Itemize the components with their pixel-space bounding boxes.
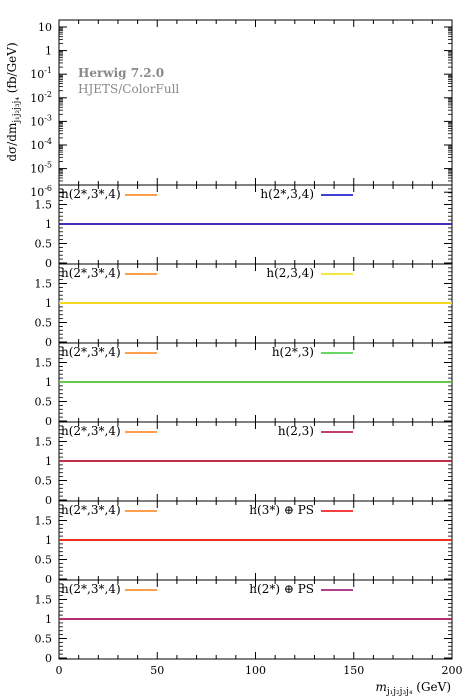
reference-legend-label: h(2*,3*,4) — [61, 266, 121, 280]
main-panel-y-tick-label: 10-3 — [30, 113, 52, 128]
reference-legend-label: h(2*,3*,4) — [61, 503, 121, 517]
ratio-panel-y-tick-label: 1.5 — [35, 199, 53, 212]
ratio-panel: 0 0.5 1 1.5 h(2*,3*,4) h(2,3,4) — [35, 263, 453, 349]
comparison-legend-label: h(3*) ⊕ PS — [249, 503, 314, 517]
ratio-panel-y-tick-label: 1 — [45, 297, 52, 310]
ratio-panel-y-tick-label: 1 — [45, 455, 52, 468]
main-panel-y-axis-title: dσ/dmj₁j₂j₃j₄ (fb/GeV) — [5, 42, 22, 161]
analysis-label: HJETS/ColorFull — [78, 82, 179, 96]
main-panel-y-ticks: 10 1 10-1 10-2 10-3 10-4 10-5 10-6 — [30, 20, 453, 199]
ratio-panel-y-tick-label: 1.5 — [35, 357, 53, 370]
main-panel-y-tick-label: 10-2 — [30, 90, 52, 105]
ratio-panel-y-tick-label: 1.5 — [35, 594, 53, 607]
ratio-panel-y-tick-label: 1.5 — [35, 278, 53, 291]
main-panel-y-tick-label: 1 — [45, 45, 52, 58]
x-axis-tick-label: 200 — [442, 664, 463, 677]
x-axis-title: mj₁j₂j₃j₄ (GeV) — [375, 680, 451, 697]
ratio-panel-y-tick-label: 0 — [45, 336, 52, 349]
ratio-panel-y-tick-label: 0.5 — [35, 475, 53, 488]
main-panel-frame — [58, 19, 453, 186]
main-panel-y-tick-label: 10-4 — [30, 137, 52, 152]
ratio-panel-y-tick-label: 0.5 — [35, 317, 53, 330]
ratio-panel: 0 0.5 1 1.5 h(2*,3*,4) h(2*) ⊕ PS — [35, 579, 453, 665]
ratio-panel-y-tick-label: 0.5 — [35, 238, 53, 251]
ratio-panel-y-tick-label: 0 — [45, 494, 52, 507]
ratio-panel: 0 0.5 1 1.5 h(2*,3*,4) h(2*,3,4) — [35, 184, 453, 270]
main-panel-y-tick-label: 10-6 — [30, 184, 52, 199]
x-axis-tick-label: 150 — [343, 664, 364, 677]
x-axis-tick-label: 50 — [150, 664, 164, 677]
ratio-panel: 0 0.5 1 1.5 h(2*,3*,4) h(2*,3) — [35, 342, 453, 428]
reference-legend-label: h(2*,3*,4) — [61, 187, 121, 201]
x-axis-tick-label: 0 — [56, 664, 63, 677]
ratio-panel-y-tick-label: 1.5 — [35, 436, 53, 449]
ratio-panel: 0 0.5 1 1.5 h(2*,3*,4) h(2,3) — [35, 421, 453, 507]
comparison-legend-label: h(2,3,4) — [266, 266, 314, 280]
generator-label: Herwig 7.2.0 — [78, 66, 164, 80]
ratio-panel-y-tick-label: 1 — [45, 376, 52, 389]
reference-legend-label: h(2*,3*,4) — [61, 582, 121, 596]
ratio-panel-y-tick-label: 1.5 — [35, 515, 53, 528]
main-panel-y-tick-label: 10 — [38, 21, 52, 34]
ratio-panel-y-tick-label: 0 — [45, 652, 52, 665]
x-axis-tick-label: 100 — [245, 664, 266, 677]
reference-legend-label: h(2*,3*,4) — [61, 345, 121, 359]
ratio-panel-y-tick-label: 0.5 — [35, 554, 53, 567]
ratio-panel-y-tick-label: 1 — [45, 218, 52, 231]
ratio-panel-y-tick-label: 0 — [45, 257, 52, 270]
comparison-legend-label: h(2*) ⊕ PS — [249, 582, 314, 596]
x-axis-tick-labels: 0 50 100 150 200 — [56, 664, 463, 677]
comparison-legend-label: h(2*,3,4) — [260, 187, 314, 201]
reference-legend-label: h(2*,3*,4) — [61, 424, 121, 438]
ratio-panel: 0 0.5 1 1.5 h(2*,3*,4) h(3*) ⊕ PS — [35, 500, 453, 586]
ratio-panel-y-tick-label: 0.5 — [35, 396, 53, 409]
comparison-legend-label: h(2,3) — [278, 424, 314, 438]
main-panel-y-tick-label: 10-1 — [30, 66, 52, 81]
ratio-panel-y-tick-label: 0 — [45, 573, 52, 586]
ratio-panel-y-tick-label: 0 — [45, 415, 52, 428]
comparison-legend-label: h(2*,3) — [272, 345, 314, 359]
ratio-panel-y-tick-label: 1 — [45, 613, 52, 626]
main-panel-y-tick-label: 10-5 — [30, 161, 52, 176]
ratio-panel-y-tick-label: 1 — [45, 534, 52, 547]
ratio-panels: 0 0.5 1 1.5 h(2*,3*,4) h(2*,3,4) 0 0.5 1 1.5 h(2*,… — [35, 184, 453, 665]
ratio-panel-y-tick-label: 0.5 — [35, 633, 53, 646]
